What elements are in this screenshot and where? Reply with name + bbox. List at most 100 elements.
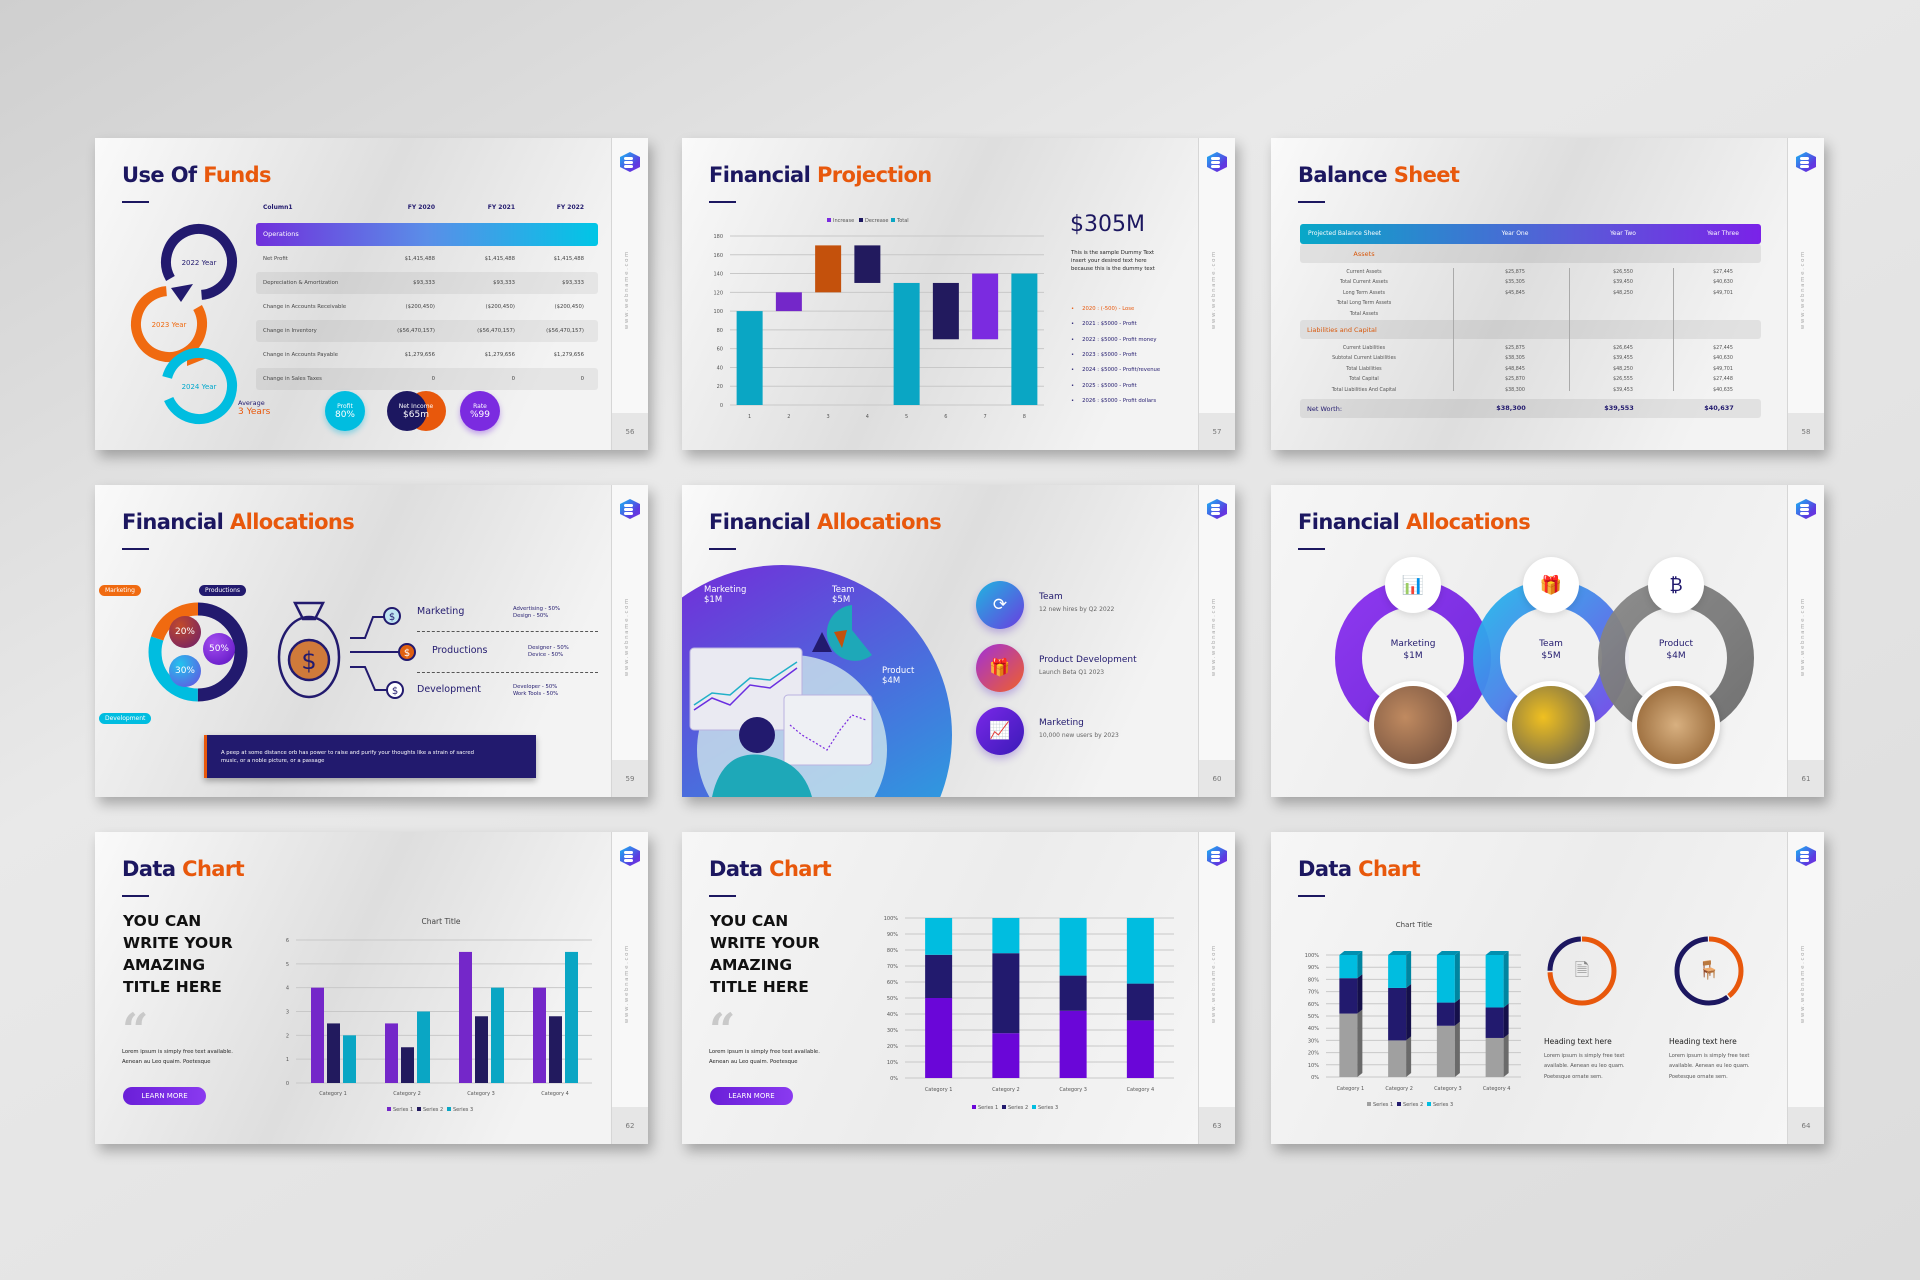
logo-bar bbox=[624, 161, 633, 164]
x-tick-label: 3 bbox=[827, 414, 830, 420]
title-accent: Sheet bbox=[1393, 163, 1460, 187]
waterfall-bar bbox=[775, 292, 802, 312]
title-part: Data bbox=[122, 857, 176, 881]
item-details: Advertising - 50% Design - 50% bbox=[513, 606, 560, 620]
stat-label: Rate bbox=[473, 402, 487, 410]
net-worth-band bbox=[1300, 399, 1761, 418]
stacked-bar-segment bbox=[1388, 987, 1407, 1041]
title-part: Data bbox=[709, 857, 763, 881]
table-cell: $93,333 bbox=[413, 280, 435, 286]
x-tick-label: Category 1 bbox=[925, 1087, 953, 1093]
legend-label: Decrease bbox=[865, 218, 888, 224]
learn-more-button[interactable]: LEARN MORE bbox=[710, 1087, 793, 1105]
table-cell: 0 bbox=[431, 376, 435, 382]
headline-line: TITLE HERE bbox=[710, 978, 809, 996]
side-strip: www.webname.com 59 bbox=[611, 485, 648, 797]
y-tick-label: 70% bbox=[1308, 990, 1319, 996]
item-text: 10,000 new users by 2023 bbox=[1039, 732, 1119, 739]
bar bbox=[491, 987, 504, 1083]
y-tick-label: 40% bbox=[887, 1012, 898, 1018]
table-cell: $26,550 bbox=[1613, 270, 1633, 275]
person-head bbox=[739, 717, 775, 753]
bar-top-face bbox=[1436, 951, 1460, 955]
legend-swatch bbox=[1397, 1102, 1401, 1106]
slide-use-of-funds[interactable]: 2022 Year 2023 Year 2024 Year Average 3 … bbox=[95, 138, 648, 450]
waterfall-bar bbox=[854, 245, 881, 283]
x-tick-label: 1 bbox=[748, 414, 751, 420]
side-strip: www.webname.com 57 bbox=[1198, 138, 1235, 450]
svg-text:$: $ bbox=[389, 612, 395, 623]
column-header: FY 2022 bbox=[556, 204, 584, 211]
table-cell: $39,453 bbox=[1613, 387, 1633, 393]
slide-balance-sheet[interactable]: Balance Sheet www.webname.com 58 Projected … bbox=[1271, 138, 1824, 450]
legend-swatch bbox=[891, 218, 895, 222]
slide-data-chart-stacked[interactable]: 0% 10% 20% 30% 40% 50% 60% 70% 80% 90% 100% Categor… bbox=[682, 832, 1235, 1144]
y-tick-label: 5 bbox=[286, 962, 289, 968]
header-cell: Year One bbox=[1501, 230, 1529, 237]
watermark: www.webname.com bbox=[624, 597, 630, 677]
slide-financial-allocations-rings[interactable]: Financial Allocations www.webname.com 61 📊 M… bbox=[1271, 485, 1824, 797]
column-divider bbox=[1569, 268, 1570, 391]
trend-line bbox=[693, 667, 798, 711]
row-label: Total Long Term Assets bbox=[1336, 301, 1392, 307]
row-label: Total Liabilities bbox=[1346, 366, 1382, 372]
allocation-donut bbox=[148, 602, 248, 702]
label-value: $5M bbox=[832, 595, 851, 605]
bar-side-face bbox=[1406, 951, 1412, 988]
photo bbox=[1632, 681, 1720, 769]
donut-segment-marketing bbox=[148, 602, 248, 702]
title-underline bbox=[1298, 548, 1325, 550]
candlestick-card bbox=[783, 694, 873, 766]
x-tick-label: Category 1 bbox=[319, 1091, 347, 1097]
bullet-item: • 2023 : $5000 - Profit bbox=[1071, 352, 1137, 358]
slide-financial-allocations-donut[interactable]: Marketing Productions Development 20% 50… bbox=[95, 485, 648, 797]
x-tick-label: 5 bbox=[905, 414, 908, 420]
x-tick-label: 2 bbox=[787, 414, 790, 420]
photo bbox=[1369, 681, 1457, 769]
legend-label: Series 3 bbox=[1433, 1102, 1453, 1108]
slide-financial-projection[interactable]: 0 20 40 60 80 100 120 140 160 180 1 2 3 4 5 6 7 8 Increase… bbox=[682, 138, 1235, 450]
bullet-item: • 2025 : $5000 - Profit bbox=[1071, 383, 1137, 389]
stat-value: 80% bbox=[334, 409, 355, 420]
tag-productions: Productions bbox=[199, 585, 247, 596]
slide-data-chart-clustered[interactable]: Chart Title 0 1 2 3 4 5 6 Category 1 Category 2 Ca… bbox=[95, 832, 648, 1144]
learn-more-button[interactable]: LEARN MORE bbox=[123, 1087, 206, 1105]
y-tick-label: 100 bbox=[713, 309, 723, 315]
legend-swatch bbox=[859, 218, 863, 222]
headline-line: AMAZING bbox=[710, 956, 793, 974]
strip-footer bbox=[612, 760, 648, 797]
label-value: $1M bbox=[704, 595, 723, 605]
bullet-text: 2021 : $5000 - Profit bbox=[1082, 321, 1137, 328]
table-cell: $25,875 bbox=[1505, 270, 1525, 275]
title-underline bbox=[122, 895, 149, 897]
watermark: www.webname.com bbox=[1211, 944, 1217, 1024]
y-tick-label: 120 bbox=[713, 290, 723, 296]
stacked-bar-segment bbox=[1339, 955, 1358, 979]
clustered-bar-chart: Chart Title 0 1 2 3 4 5 6 Category 1 Category 2 Ca… bbox=[286, 917, 592, 1113]
table-cell: ($200,450) bbox=[554, 304, 584, 310]
x-tick-label: Category 1 bbox=[1337, 1086, 1365, 1092]
bullet-dot-icon: • bbox=[1071, 397, 1075, 404]
table-cell: $48,250 bbox=[1613, 366, 1633, 372]
label-marketing: Marketing $1M bbox=[704, 585, 746, 605]
waterfall-bar bbox=[932, 282, 959, 340]
arrow-2022 bbox=[160, 224, 237, 300]
slide-data-chart-3d[interactable]: Chart Title 0% 10% 20% 30% 40% 50% 60% 70% 80% 90%… bbox=[1271, 832, 1824, 1144]
y-tick-label: 40 bbox=[717, 365, 723, 371]
row-label: Change in Accounts Receivable bbox=[263, 304, 347, 310]
bullet-text: 2026 : $5000 - Profit dollars bbox=[1082, 397, 1157, 404]
slide-financial-allocations-illustration[interactable]: Marketing $1M Team $5M Product $4M Financia… bbox=[682, 485, 1235, 797]
y-tick-label: 60% bbox=[1308, 1002, 1319, 1008]
headline-line: YOU CAN bbox=[123, 912, 202, 930]
card-text: available. Aenean eu leo quam. bbox=[1544, 1063, 1625, 1070]
ring-value: $5M bbox=[1541, 651, 1561, 661]
slide-title: Data Chart bbox=[1298, 857, 1421, 881]
card-heading: Heading text here bbox=[1669, 1037, 1737, 1046]
strip-footer bbox=[1199, 413, 1235, 450]
ring-label: Product $4M bbox=[1636, 638, 1716, 662]
bullet-text: 2025 : $5000 - Profit bbox=[1082, 382, 1137, 389]
logo-bar bbox=[1800, 851, 1809, 854]
analytics-dashboard-icon: 📈 bbox=[976, 707, 1024, 755]
title-part: Balance bbox=[1298, 163, 1388, 187]
logo-bar bbox=[624, 859, 633, 862]
